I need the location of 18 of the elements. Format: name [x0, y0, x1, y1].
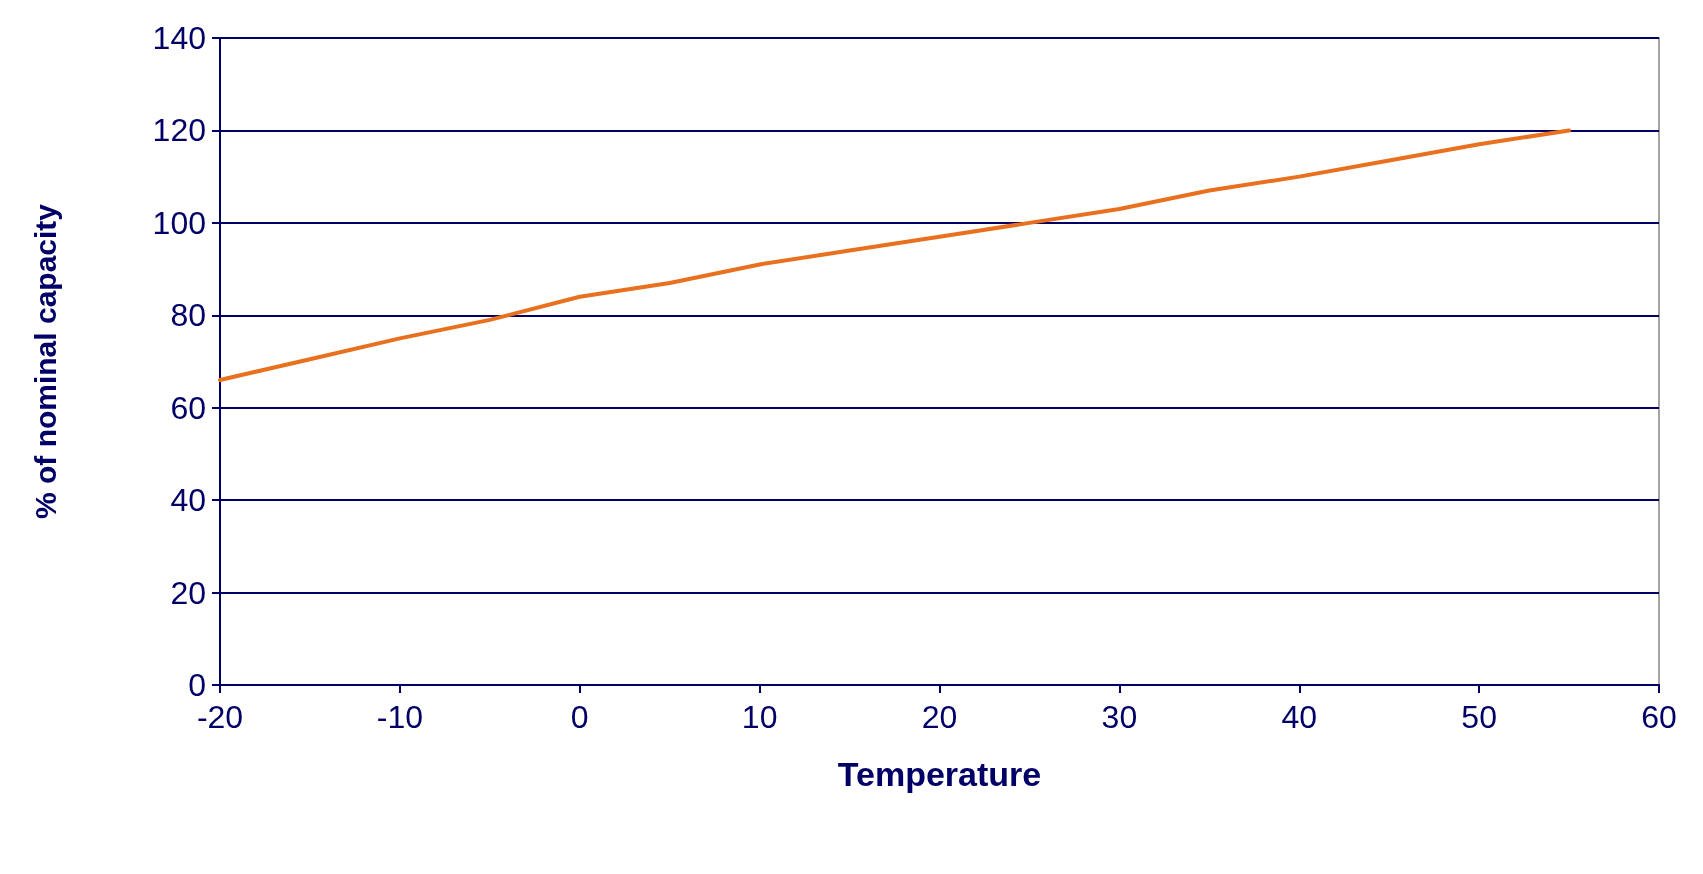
x-tick-label: 10 [741, 699, 778, 735]
x-tick-label: 60 [1641, 699, 1677, 735]
y-tick-label: 100 [152, 204, 206, 241]
line-series [218, 128, 1572, 382]
y-tick-label: 80 [170, 297, 206, 334]
x-tick-label: 0 [570, 699, 589, 735]
y-tick-label: 140 [152, 20, 206, 56]
x-tick-label: 40 [1281, 699, 1318, 735]
x-tick-label: 50 [1461, 699, 1497, 735]
y-tick-label: 40 [170, 482, 206, 519]
x-tick-label: 20 [921, 699, 958, 735]
y-tick-label: 20 [170, 574, 206, 611]
x-tick-label: 30 [1101, 699, 1138, 735]
x-axis-title: Temperature [837, 755, 1042, 793]
y-tick-label: 120 [152, 112, 206, 149]
y-tick-label: 60 [170, 389, 206, 426]
x-tick-label: -10 [376, 699, 423, 735]
y-axis-title: % of nominal capacity [28, 203, 62, 520]
